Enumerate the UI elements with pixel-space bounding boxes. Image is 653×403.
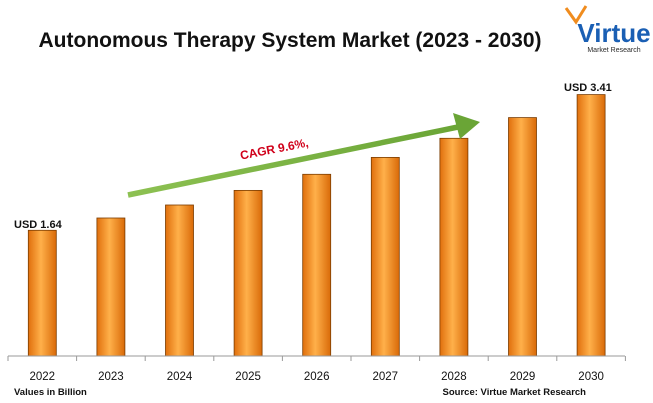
x-tick-label-2027: 2027 bbox=[373, 371, 399, 383]
source-note: Source: Virtue Market Research bbox=[443, 387, 587, 398]
logo-swoosh-icon bbox=[564, 5, 588, 25]
x-axis-labels: 2022 2023 2024 2025 2026 2027 2028 2029 2030 bbox=[30, 371, 604, 383]
bar-2030 bbox=[576, 94, 606, 357]
x-tick-label-2029: 2029 bbox=[510, 371, 536, 383]
data-label-last: USD 3.41 bbox=[564, 82, 612, 94]
arrow-head-icon bbox=[453, 113, 480, 139]
bars-layer bbox=[27, 94, 606, 357]
x-tick-label-2028: 2028 bbox=[441, 371, 467, 383]
x-tick-label-2026: 2026 bbox=[304, 371, 330, 383]
bar-2024 bbox=[165, 204, 194, 357]
x-axis-ticks bbox=[7, 356, 626, 361]
bar-2027 bbox=[370, 156, 400, 357]
x-tick-label-2025: 2025 bbox=[235, 371, 261, 383]
virtue-logo: Virtue Market Research bbox=[564, 5, 651, 54]
bar-2022 bbox=[27, 229, 57, 357]
data-label-first: USD 1.64 bbox=[14, 219, 63, 231]
x-tick-label-2023: 2023 bbox=[98, 371, 124, 383]
bar-2023 bbox=[96, 217, 126, 357]
units-note: Values in Billion bbox=[14, 387, 87, 398]
chart-title: Autonomous Therapy System Market (2023 -… bbox=[39, 29, 542, 52]
x-tick-label-2030: 2030 bbox=[578, 371, 604, 383]
arrow-shaft bbox=[127, 124, 459, 198]
x-tick-label-2022: 2022 bbox=[30, 371, 56, 383]
bar-2025 bbox=[233, 189, 263, 357]
logo-name: Virtue bbox=[577, 18, 650, 48]
bar-2026 bbox=[302, 173, 332, 357]
logo-tagline: Market Research bbox=[587, 47, 640, 54]
bar-2029 bbox=[508, 117, 537, 357]
x-tick-label-2024: 2024 bbox=[167, 371, 193, 383]
bar-2028 bbox=[439, 137, 469, 357]
cagr-arrow bbox=[127, 113, 480, 198]
